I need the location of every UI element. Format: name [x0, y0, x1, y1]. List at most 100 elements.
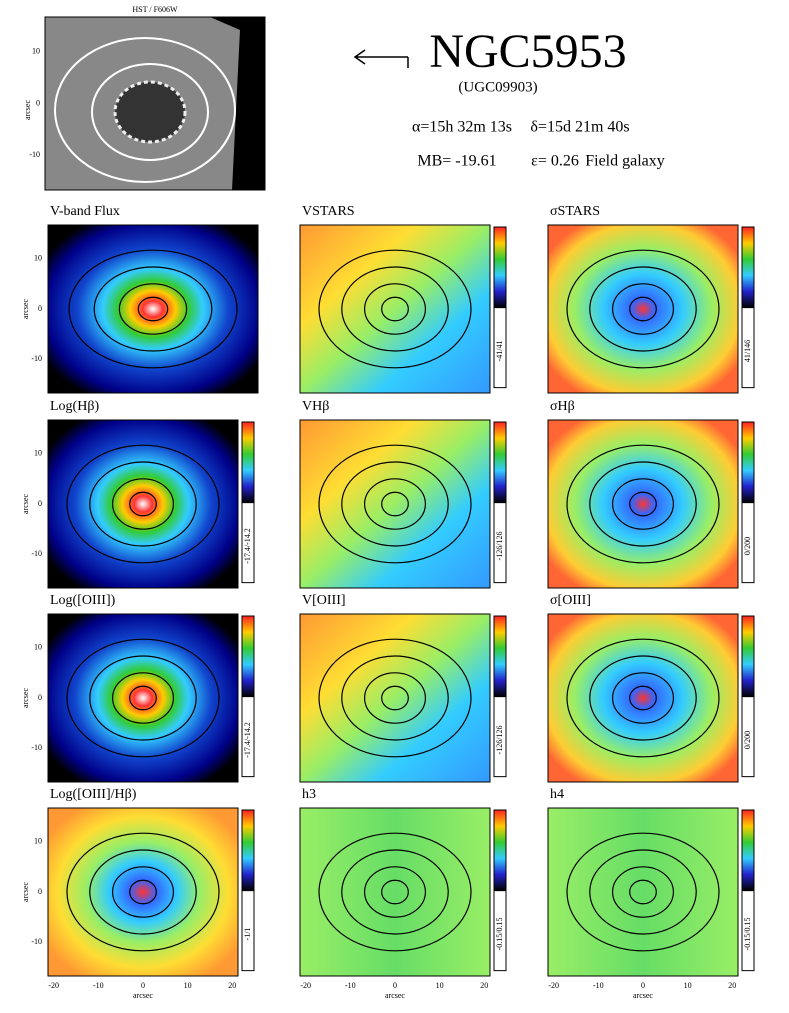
arrow — [353, 49, 409, 68]
y-axis-label: arcsec — [23, 100, 32, 120]
x-tick-label: -10 — [593, 981, 604, 990]
contour — [318, 249, 472, 369]
panel-title: Log([OIII]/Hβ) — [50, 787, 137, 802]
contour — [68, 249, 238, 369]
colorbar-range: -0.15/0.15 — [495, 918, 504, 951]
contour — [381, 879, 409, 905]
contour — [611, 672, 674, 724]
contour — [93, 266, 213, 352]
colorbar-frame — [741, 307, 755, 389]
contour — [318, 638, 472, 758]
map — [47, 613, 239, 783]
contour — [341, 461, 449, 547]
y-tick-label: -10 — [31, 743, 42, 752]
panel-title: σHβ — [550, 399, 575, 414]
magnitude: MB= -19.61 — [417, 153, 496, 170]
colorbar-range: -17.4/-14.2 — [243, 528, 252, 564]
y-tick-label: -10 — [31, 354, 42, 363]
map — [547, 419, 739, 589]
contour — [566, 638, 720, 758]
colorbar — [493, 226, 507, 309]
environment: Field galaxy — [585, 153, 665, 170]
x-tick-label: 0 — [641, 981, 645, 990]
contour — [66, 832, 220, 952]
contour — [129, 879, 157, 905]
map — [299, 807, 491, 977]
contour — [381, 685, 409, 711]
y-tick-label: 0 — [38, 693, 42, 702]
contour — [566, 832, 720, 952]
contour — [629, 879, 657, 905]
contour — [589, 461, 697, 547]
y-tick-label: 10 — [34, 642, 42, 651]
map — [547, 224, 739, 394]
colorbar — [241, 809, 255, 892]
ellipticity: ε= 0.26 — [531, 153, 579, 170]
contour — [566, 249, 720, 369]
contour — [129, 685, 157, 711]
x-axis-label: arcsec — [633, 991, 653, 1000]
contour — [589, 266, 697, 352]
contour — [89, 849, 197, 935]
y-tick-label: 0 — [38, 304, 42, 313]
colorbar-range: 0/200 — [743, 731, 752, 749]
panel-title: Log([OIII]) — [50, 593, 116, 608]
panel-title: Log(Hβ) — [50, 399, 99, 414]
contour — [66, 638, 220, 758]
contour — [364, 478, 427, 530]
map — [299, 419, 491, 589]
panel-title: h4 — [550, 787, 564, 802]
declination: δ=15d 21m 40s — [530, 119, 629, 136]
colorbar-frame — [741, 696, 755, 778]
colorbar-frame — [241, 696, 255, 778]
y-axis-label: arcsec — [21, 688, 30, 708]
map — [299, 613, 491, 783]
contour — [111, 866, 174, 918]
contour — [589, 849, 697, 935]
y-tick-label: 10 — [34, 448, 42, 457]
image-edge — [210, 17, 265, 190]
colorbar — [741, 809, 755, 892]
contour — [341, 266, 449, 352]
contour — [629, 491, 657, 517]
colorbar — [493, 615, 507, 698]
right-ascension: α=15h 32m 13s — [412, 119, 512, 136]
contour — [611, 283, 674, 335]
colorbar-range: -126/126 — [495, 726, 504, 755]
map — [299, 224, 491, 394]
colorbar-range: -126/126 — [495, 532, 504, 561]
colorbar — [493, 809, 507, 892]
x-axis-label: arcsec — [385, 991, 405, 1000]
x-tick-label: 10 — [436, 981, 444, 990]
contour — [566, 444, 720, 564]
contour — [137, 296, 169, 322]
colorbar-frame — [493, 696, 507, 778]
colorbar — [741, 226, 755, 309]
contour — [364, 672, 427, 724]
contour — [54, 37, 236, 183]
panel-title: h3 — [302, 787, 316, 802]
contour — [111, 478, 174, 530]
y-tick-label: 0 — [36, 98, 40, 107]
x-tick-label: 10 — [684, 981, 692, 990]
colorbar-range: -17.4/-14.2 — [243, 722, 252, 758]
panel-title: VHβ — [302, 399, 329, 414]
colorbar — [241, 421, 255, 504]
colorbar-frame — [493, 890, 507, 972]
map — [547, 613, 739, 783]
contour — [589, 655, 697, 741]
y-tick-label: 10 — [34, 836, 42, 845]
x-tick-label: -10 — [93, 981, 104, 990]
colorbar — [741, 615, 755, 698]
colorbar-frame — [493, 307, 507, 389]
contour — [118, 283, 188, 335]
colorbar-frame — [241, 890, 255, 972]
colorbar — [741, 421, 755, 504]
image-title: HST / F606W — [132, 5, 178, 14]
contour — [381, 491, 409, 517]
x-tick-label: -10 — [345, 981, 356, 990]
x-tick-label: -20 — [548, 981, 559, 990]
y-axis-label: arcsec — [21, 882, 30, 902]
galaxy-core — [113, 80, 187, 144]
